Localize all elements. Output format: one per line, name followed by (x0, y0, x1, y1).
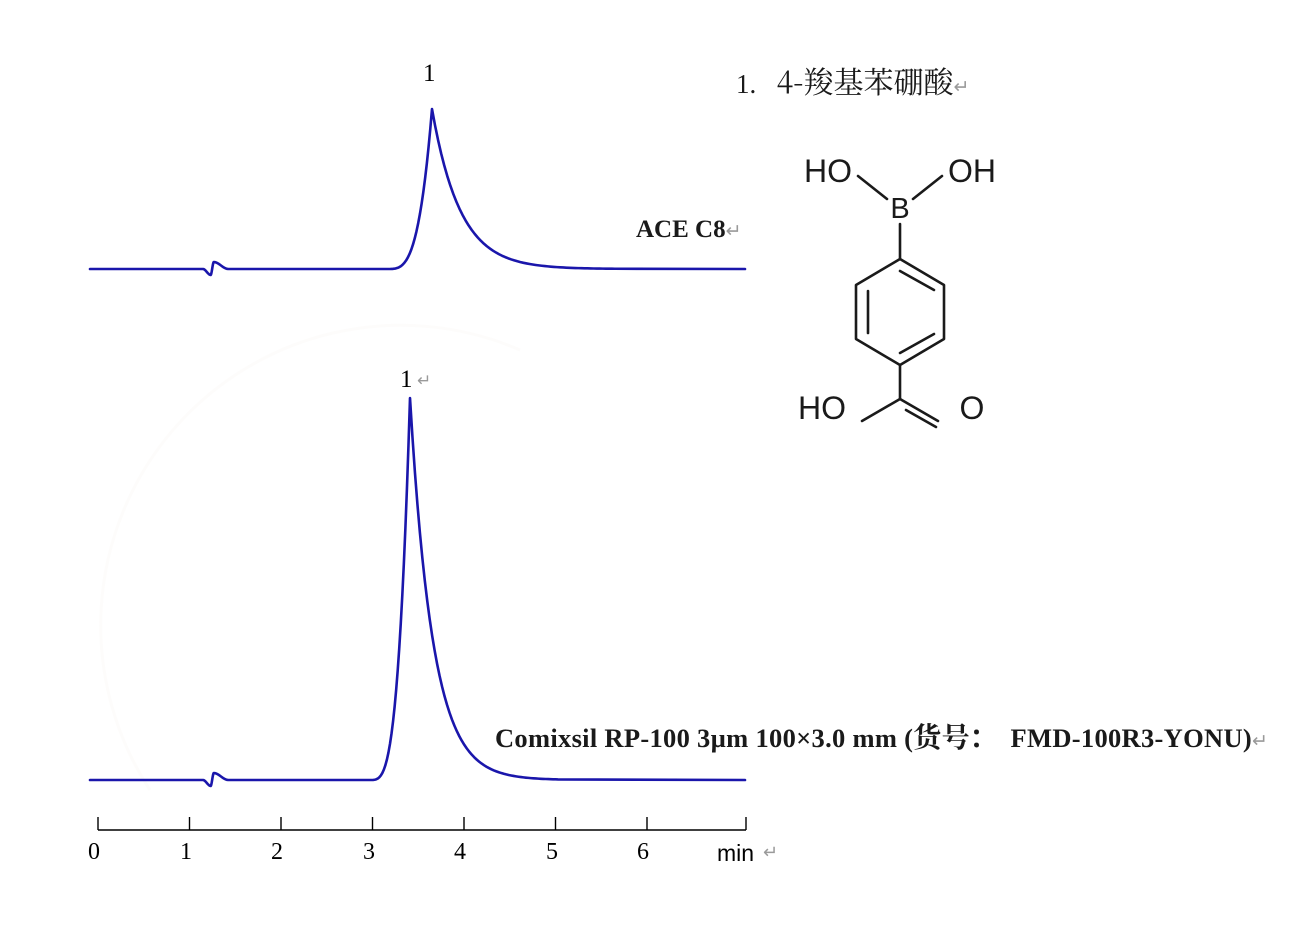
svg-text:B: B (890, 193, 909, 225)
svg-text:HO: HO (798, 390, 846, 426)
svg-text:O: O (960, 390, 985, 426)
svg-text:HO: HO (804, 153, 852, 189)
svg-text:OH: OH (948, 153, 996, 189)
